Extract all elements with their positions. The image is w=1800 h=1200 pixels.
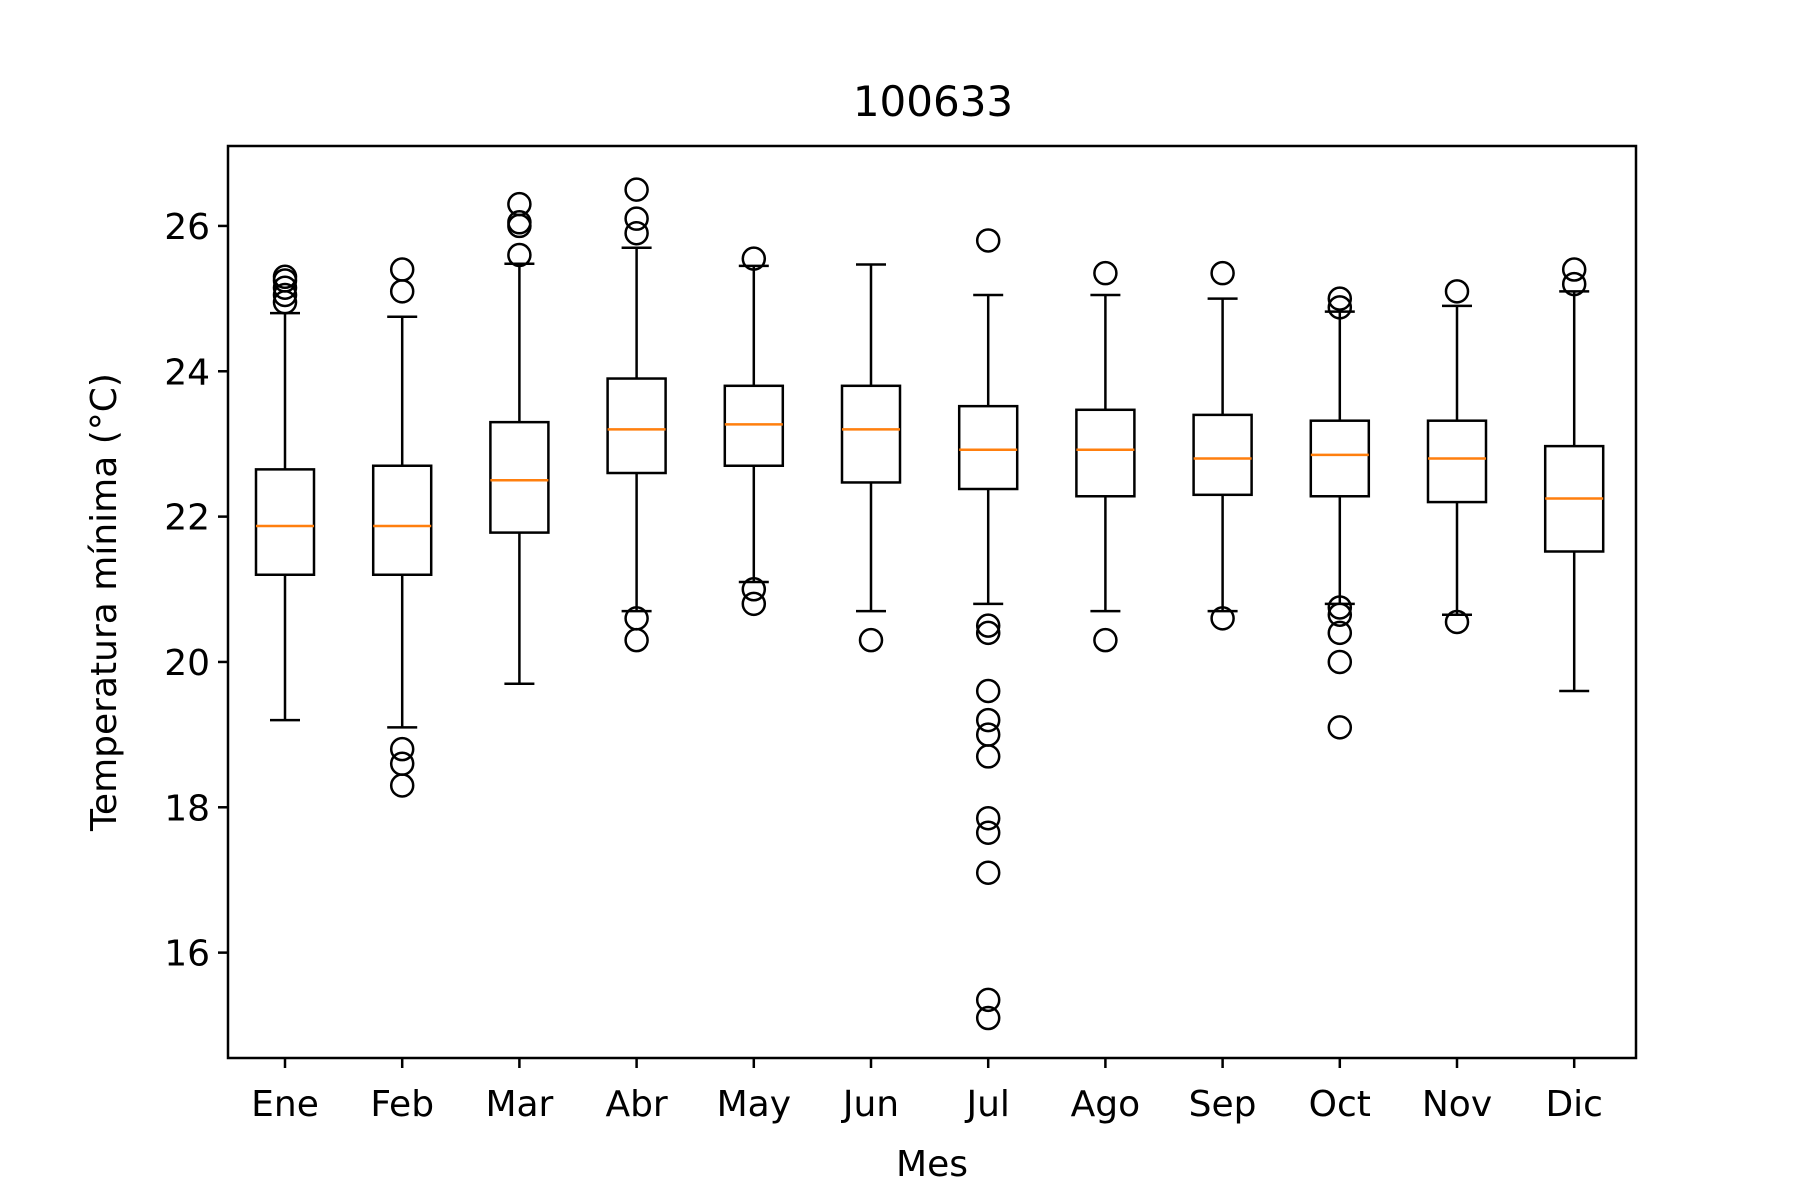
box-group-jun (840, 263, 902, 653)
y-axis-label: Temperatura mínima (°C) (84, 373, 125, 832)
outlier-point (507, 242, 532, 268)
outlier-point (1444, 279, 1470, 304)
outlier-point (272, 264, 298, 290)
outlier-point (1327, 295, 1353, 320)
outlier-point (975, 722, 1001, 747)
box-group-abr (606, 177, 667, 653)
outlier-point (507, 210, 532, 235)
box (1192, 413, 1253, 497)
outlier-point (1327, 595, 1353, 620)
x-tick-label: Jun (841, 1084, 899, 1125)
box (606, 377, 667, 475)
outlier-point (1210, 606, 1235, 631)
box (1075, 408, 1136, 498)
outlier-point (1093, 260, 1118, 286)
outlier-point (389, 736, 415, 762)
box-group-jul (957, 228, 1019, 1031)
outlier-point (624, 206, 649, 231)
box-group-mar (489, 191, 550, 686)
chart-title: 100633 (853, 77, 1013, 126)
outlier-point (1327, 620, 1353, 646)
x-tick-label: Ago (1071, 1084, 1141, 1125)
box (723, 384, 785, 467)
outlier-point (1327, 649, 1353, 675)
box-group-feb (371, 257, 433, 798)
box (957, 404, 1019, 491)
box (254, 468, 316, 576)
outlier-point (741, 591, 767, 617)
outlier-point (624, 606, 649, 631)
outlier-point (272, 275, 298, 300)
y-tick-label: 22 (164, 498, 210, 539)
x-axis-label: Mes (896, 1144, 968, 1185)
outlier-point (975, 805, 1001, 831)
box-group-dic (1543, 257, 1605, 693)
x-tick-label: Oct (1309, 1084, 1371, 1125)
outlier-point (389, 257, 415, 282)
box-group-sep (1192, 260, 1253, 631)
box (1309, 419, 1371, 498)
outlier-point (1327, 602, 1353, 627)
box (371, 464, 433, 576)
y-tick-label: 24 (164, 352, 210, 393)
x-tick-label: Dic (1545, 1084, 1603, 1125)
outlier-point (975, 620, 1001, 646)
outlier-point (975, 707, 1001, 733)
x-tick-label: Jul (964, 1084, 1009, 1125)
outlier-point (507, 191, 532, 217)
outlier-point (975, 860, 1001, 885)
box (840, 384, 902, 484)
outlier-point (975, 820, 1001, 845)
box-group-nov (1426, 279, 1488, 635)
box-group-ene (254, 264, 316, 722)
box-group-ago (1075, 260, 1136, 653)
plot-frame (226, 144, 1638, 1060)
box (1426, 419, 1488, 504)
outlier-point (1327, 715, 1353, 740)
outlier-point (1561, 257, 1587, 282)
outlier-point (741, 577, 767, 602)
box-group-may (723, 246, 785, 617)
outlier-point (975, 987, 1001, 1013)
x-tick-label: Sep (1189, 1084, 1257, 1125)
outlier-point (858, 627, 884, 653)
outlier-point (1444, 609, 1470, 635)
x-tick-label: Nov (1422, 1084, 1492, 1125)
outlier-point (624, 220, 649, 246)
x-tick-label: Feb (370, 1084, 434, 1125)
outlier-point (1210, 260, 1235, 286)
x-tick-label: May (717, 1084, 791, 1125)
outlier-point (975, 1005, 1001, 1031)
x-tick-label: Mar (485, 1084, 553, 1125)
y-tick-label: 16 (164, 934, 210, 975)
outlier-point (624, 177, 649, 202)
outlier-point (389, 751, 415, 776)
outlier-point (741, 246, 767, 271)
outlier-point (1327, 286, 1353, 311)
outlier-point (1093, 627, 1118, 653)
y-tick-label: 26 (164, 207, 210, 248)
x-tick-label: Ene (251, 1084, 319, 1125)
outlier-point (1561, 271, 1587, 297)
box (489, 420, 550, 534)
outlier-point (272, 282, 298, 308)
x-tick-label: Abr (605, 1084, 667, 1125)
outlier-point (975, 678, 1001, 704)
y-axis: 16 18 20 22 24 26 (164, 207, 228, 975)
box-group-oct (1309, 286, 1371, 740)
plot-area (254, 177, 1605, 1031)
y-tick-label: 18 (164, 788, 210, 829)
outlier-point (975, 228, 1001, 253)
outlier-point (975, 613, 1001, 638)
y-tick-label: 20 (164, 643, 210, 684)
x-axis: Ene Feb Mar Abr May Jun Jul Ago Sep Oct Nov Dic (251, 1058, 1603, 1125)
